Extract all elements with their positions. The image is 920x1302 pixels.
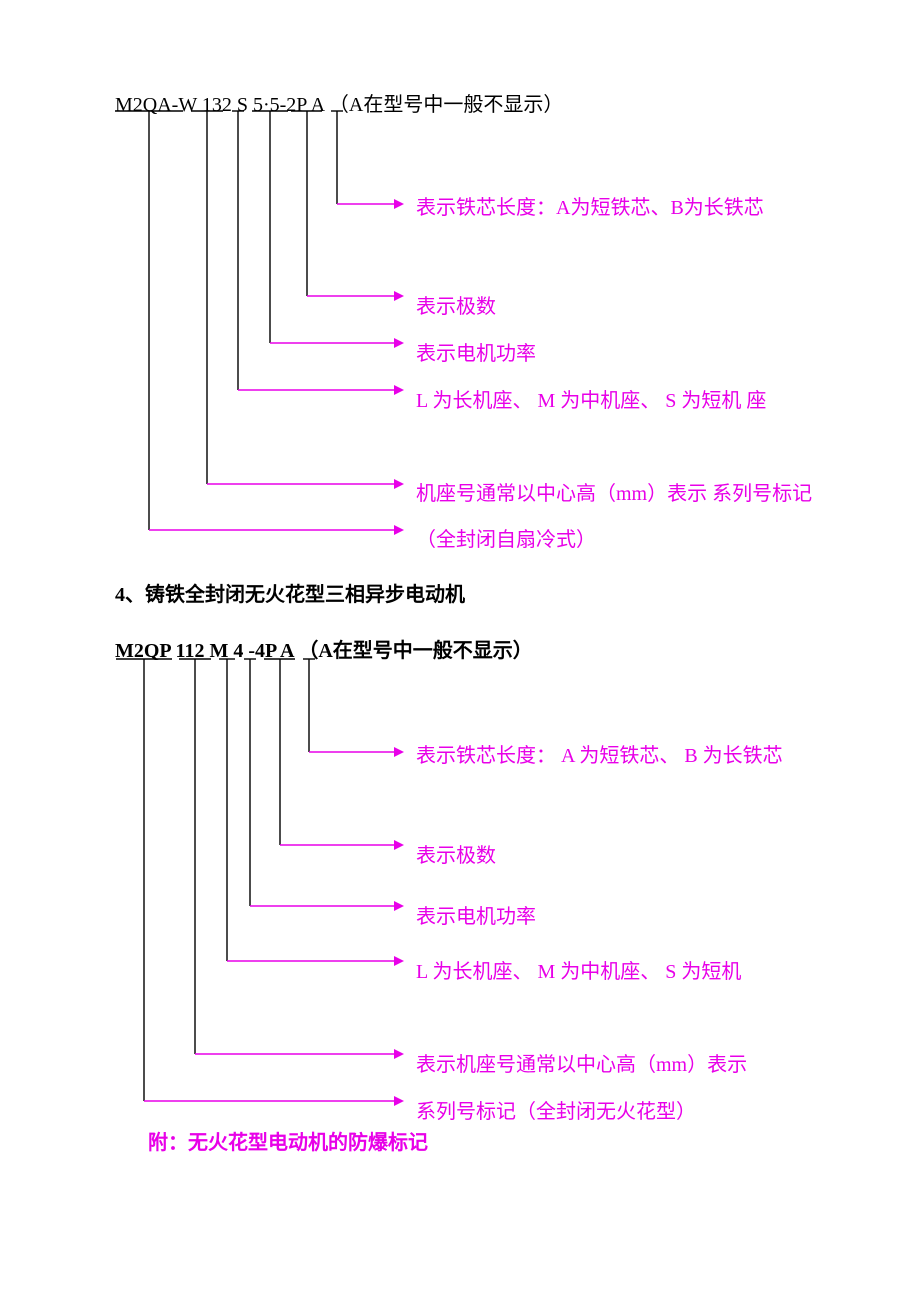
description-text: L 为长机座、 M 为中机座、 S 为短机 xyxy=(416,949,816,995)
description-text: 表示电机功率 xyxy=(416,894,796,940)
description-text: 表示极数 xyxy=(416,284,796,330)
description-text: 表示电机功率 xyxy=(416,331,796,377)
description-text: 表示机座号通常以中心高（mm）表示 xyxy=(416,1042,816,1088)
page-root: M2QA-W 132 S 5·5-2P A （A在型号中一般不显示） 4、铸铁全… xyxy=(0,0,920,1302)
description-text: 机座号通常以中心高（mm）表示 系列号标记（全封闭自扇冷式） xyxy=(416,471,816,563)
description-text: 表示铁芯长度： A 为短铁芯、 B 为长铁芯 xyxy=(416,733,816,779)
description-text: L 为长机座、 M 为中机座、 S 为短机 座 xyxy=(416,378,816,424)
description-text: 表示铁芯长度：A为短铁芯、B为长铁芯 xyxy=(416,185,796,231)
description-text: 表示极数 xyxy=(416,833,796,879)
description-text: 系列号标记（全封闭无火花型） xyxy=(416,1089,796,1135)
